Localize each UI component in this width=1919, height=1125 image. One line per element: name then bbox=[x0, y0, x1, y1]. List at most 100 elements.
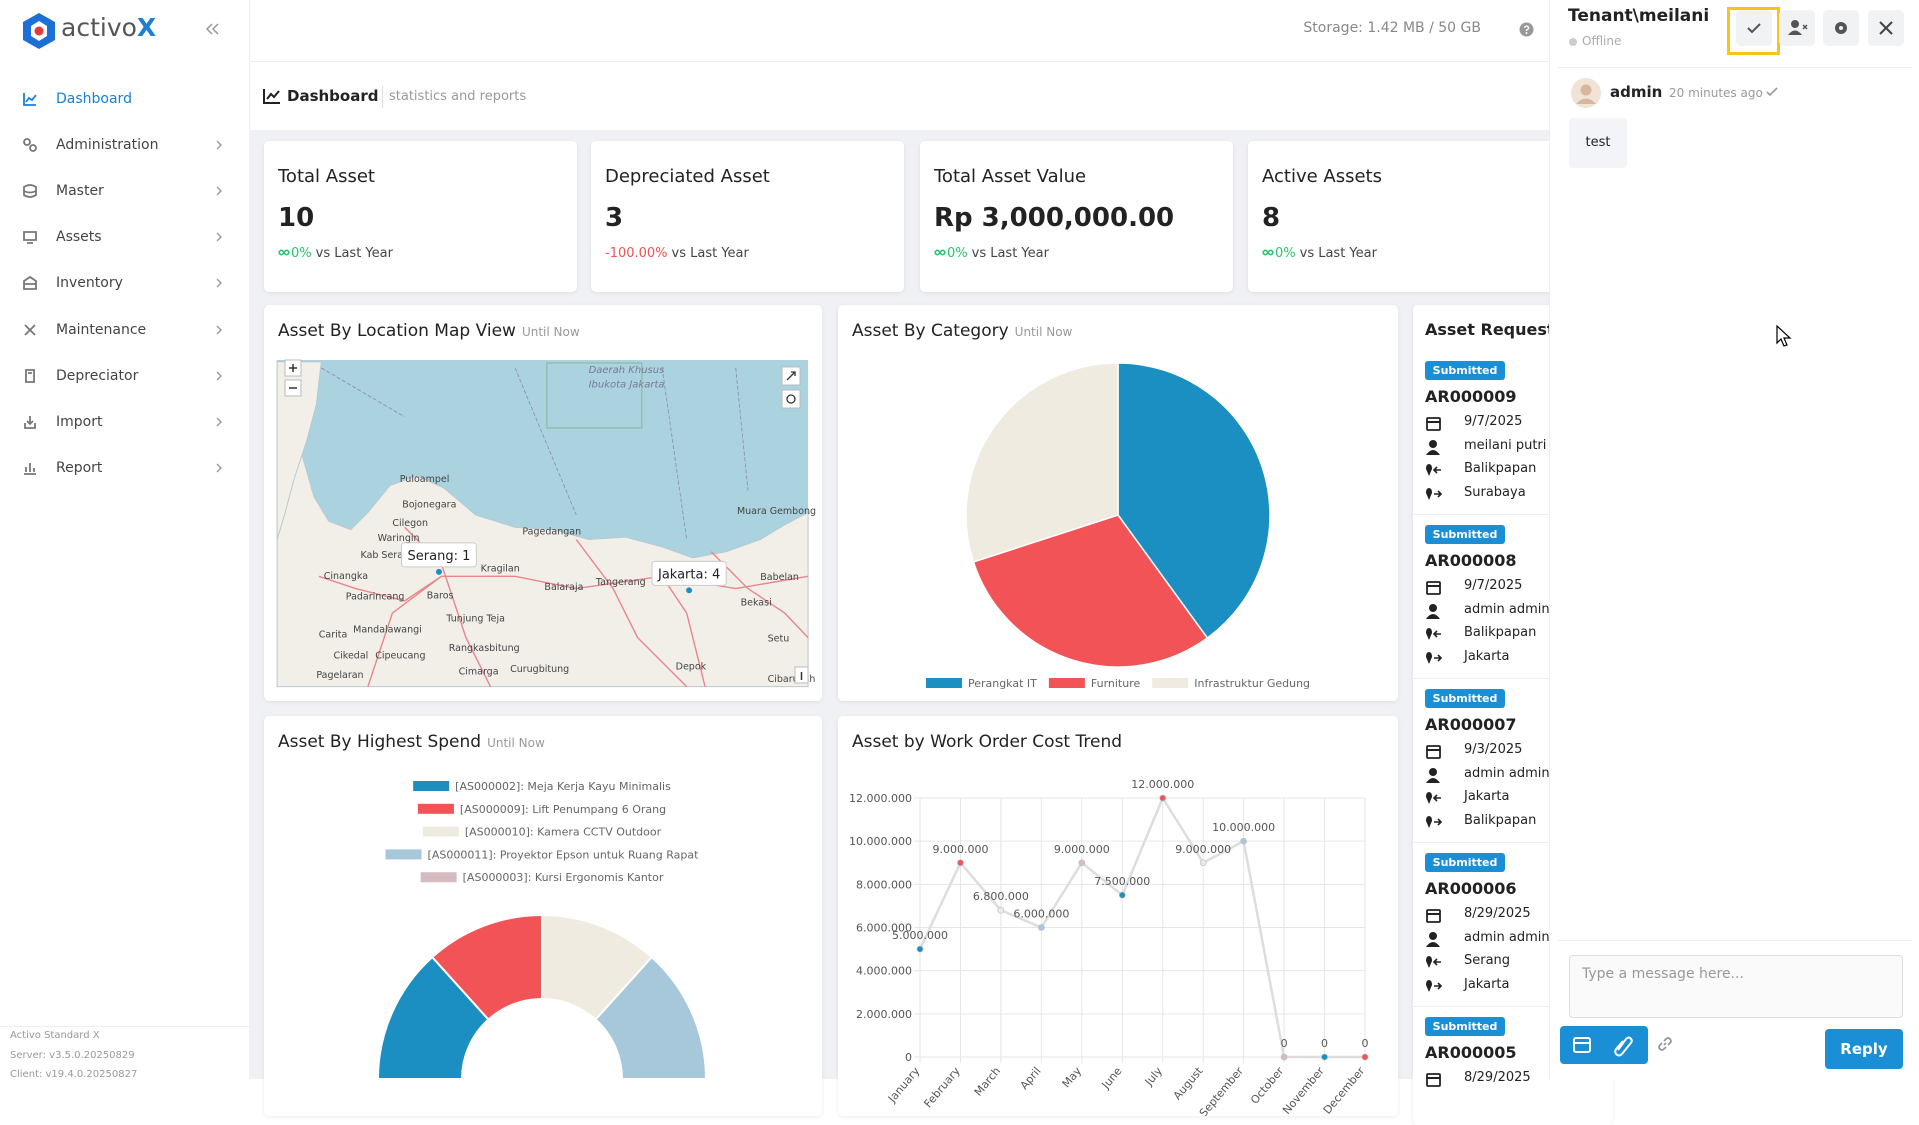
menu-item[interactable]: Report bbox=[0, 450, 249, 486]
legend-label: [AS000003]: Kursi Ergonomis Kantor bbox=[463, 871, 664, 884]
data-label: 9.000.000 bbox=[1175, 843, 1231, 856]
message-input[interactable]: Type a message here... bbox=[1569, 955, 1903, 1018]
menu-item[interactable]: Maintenance bbox=[0, 312, 249, 348]
menu-item[interactable]: Import bbox=[0, 404, 249, 440]
map-place: Pagedangan bbox=[522, 527, 581, 538]
map-marker bbox=[686, 587, 693, 594]
map-place: Cinangka bbox=[324, 571, 368, 582]
subtitle: Until Now bbox=[521, 325, 580, 339]
link-button[interactable] bbox=[1656, 1035, 1674, 1053]
icon-shape bbox=[1426, 417, 1441, 431]
resolve-button[interactable] bbox=[1736, 10, 1772, 46]
collapse-button[interactable] bbox=[205, 21, 221, 37]
map-boundary bbox=[735, 367, 749, 491]
icon-shape bbox=[1426, 777, 1440, 783]
menu-item[interactable]: Inventory bbox=[0, 265, 249, 301]
change-value: -100.00% bbox=[605, 246, 668, 261]
map-land bbox=[276, 361, 322, 540]
line-point bbox=[1118, 891, 1126, 899]
map-tool[interactable] bbox=[781, 389, 801, 409]
menu-label: Assets bbox=[56, 229, 102, 246]
line-point bbox=[1038, 924, 1045, 931]
message-bubble: test bbox=[1569, 118, 1627, 168]
change-note: vs Last Year bbox=[1299, 246, 1377, 261]
footer-line: Activo Standard X bbox=[10, 1030, 100, 1041]
stat-change: 0% vs Last Year bbox=[1262, 246, 1377, 261]
assign-button[interactable] bbox=[1779, 10, 1815, 46]
row-icon bbox=[1426, 816, 1443, 829]
icon-shape bbox=[1429, 767, 1437, 776]
top-bar bbox=[249, 0, 1549, 62]
menu-label: Report bbox=[56, 459, 103, 476]
close-button[interactable] bbox=[1868, 10, 1904, 46]
request-id: AR000009 bbox=[1425, 387, 1517, 406]
x-tick-label: February bbox=[921, 1064, 963, 1110]
help-button[interactable] bbox=[1519, 22, 1534, 37]
marker-label: Serang: 1 bbox=[408, 549, 471, 564]
request-to: Balikpapan bbox=[1464, 813, 1537, 829]
request-id: AR000005 bbox=[1425, 1043, 1517, 1062]
map-road bbox=[318, 575, 442, 602]
y-tick-label: 2.000.000 bbox=[856, 1008, 912, 1021]
marker-label: Jakarta: 4 bbox=[657, 567, 720, 582]
map-boundary bbox=[321, 367, 405, 418]
stat-label: Total Asset bbox=[278, 166, 375, 187]
icon-shape bbox=[1429, 931, 1437, 940]
icon-shape bbox=[25, 368, 35, 383]
footer-line: Server: v3.5.0.20250829 bbox=[10, 1049, 135, 1061]
icon-shape bbox=[23, 138, 37, 152]
icon-shape bbox=[1432, 630, 1441, 638]
menu-icon bbox=[23, 138, 37, 152]
icon-shape bbox=[23, 184, 37, 199]
chevron bbox=[216, 417, 222, 427]
menu-label: Master bbox=[56, 183, 104, 200]
chart: [AS000002]: Meja Kerja Kayu Minimalis [AS… bbox=[376, 780, 708, 1080]
input-divider bbox=[1558, 940, 1912, 941]
attach-buttons[interactable] bbox=[1560, 1026, 1648, 1064]
map-place: Cipeucang bbox=[375, 650, 425, 661]
line-point bbox=[957, 859, 964, 867]
menu-item[interactable]: Assets bbox=[0, 219, 249, 255]
icon-shape bbox=[1426, 628, 1432, 641]
request-date: 8/29/2025 bbox=[1464, 1070, 1531, 1085]
row-icon bbox=[1426, 909, 1441, 923]
legend-label: [AS000009]: Lift Penumpang 6 Orang bbox=[460, 803, 666, 816]
y-tick-label: 4.000.000 bbox=[856, 965, 912, 978]
menu-chevron bbox=[216, 417, 222, 427]
zoom-controls[interactable] bbox=[284, 359, 302, 397]
menu-chevron bbox=[216, 371, 222, 381]
menu-item[interactable]: Master bbox=[0, 173, 249, 209]
change-note: vs Last Year bbox=[315, 246, 393, 261]
chevron bbox=[216, 325, 222, 334]
map-place: Cibarusah bbox=[768, 674, 816, 685]
stat-value: 10 bbox=[278, 203, 315, 233]
status-badge: Submitted bbox=[1425, 1017, 1505, 1036]
icon-shape bbox=[1426, 613, 1440, 619]
map-place: Muara Gembong bbox=[737, 506, 816, 517]
icon-shape bbox=[1426, 581, 1441, 595]
sidebar-footer-line bbox=[0, 1026, 249, 1027]
reply-button[interactable]: Reply bbox=[1825, 1029, 1903, 1069]
trend-icon bbox=[934, 249, 946, 256]
request-date: 9/7/2025 bbox=[1464, 414, 1523, 429]
map-place: Ibukota Jakarta bbox=[589, 379, 665, 390]
card-title: Asset By Location Map View Until Now bbox=[278, 321, 580, 341]
menu-item[interactable]: Dashboard bbox=[0, 81, 249, 117]
legend-label: [AS000002]: Meja Kerja Kayu Minimalis bbox=[455, 780, 671, 793]
map-boundary bbox=[514, 367, 577, 516]
menu-item[interactable]: Administration bbox=[0, 127, 249, 163]
y-tick-label: 10.000.000 bbox=[849, 835, 912, 848]
line-point bbox=[1078, 859, 1086, 867]
legend-label: Furniture bbox=[1091, 677, 1141, 690]
request-to: Jakarta bbox=[1464, 977, 1510, 993]
marker-tooltip bbox=[401, 542, 477, 568]
line-point bbox=[1321, 1053, 1328, 1061]
sidebar-footer: Activo Standard X Server: v3.5.0.20250829… bbox=[10, 1026, 137, 1085]
menu-label: Import bbox=[56, 413, 103, 430]
status-button[interactable] bbox=[1823, 10, 1859, 46]
change-value: 0% bbox=[291, 246, 312, 261]
menu-icon bbox=[23, 184, 37, 199]
map-place: Baros bbox=[427, 590, 454, 601]
menu-item[interactable]: Depreciator bbox=[0, 358, 249, 394]
